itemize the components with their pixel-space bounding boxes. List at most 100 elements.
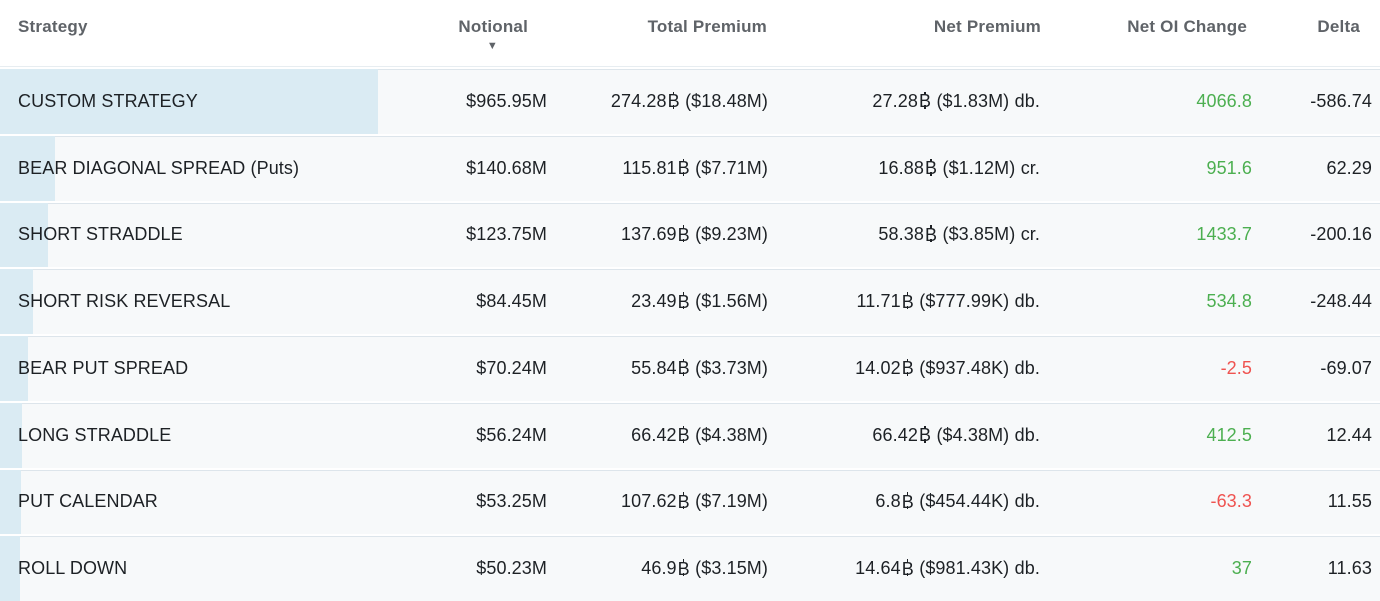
net-oi-change-value: -63.3 [1210,491,1252,512]
net-oi-change-value: 1433.7 [1196,224,1252,245]
delta-value: -69.07 [1320,357,1372,378]
btc-amount: 6.8 [875,491,901,512]
bitcoin-icon: B [677,425,690,446]
notional-value: $53.25M [476,491,547,512]
bitcoin-icon: B [677,291,690,312]
usd-amount: ($4.38M) [936,424,1010,445]
notional-bar [0,469,21,535]
total-premium-value: 107.62 B ($7.19M) [550,470,770,535]
delta-value: 62.29 [1326,157,1372,178]
usd-amount: ($454.44K) [919,491,1010,512]
table-row[interactable]: LONG STRADDLE $56.24M 66.42 B ($4.38M) 66… [0,400,1380,468]
usd-amount: ($1.56M) [695,291,768,312]
net-premium-value: 14.02 B ($937.48K) db. [770,336,1042,401]
net-oi-change-value: 951.6 [1206,157,1252,178]
btc-amount: 66.42 [872,424,918,445]
bitcoin-icon: B [924,224,938,245]
notional-value: $140.68M [466,157,547,178]
strategy-cell: BEAR DIAGONAL SPREAD (Puts) [0,135,380,201]
usd-amount: ($1.12M) [942,157,1016,178]
total-premium-value: 46.9 B ($3.15M) [550,536,770,601]
table-row[interactable]: CUSTOM STRATEGY $965.95M 274.28 B ($18.48… [0,67,1380,134]
strategy-cell: LONG STRADDLE [0,402,380,468]
table-row[interactable]: ROLL DOWN $50.23M 46.9 B ($3.15M) 14.64 B … [0,534,1380,601]
usd-amount: ($3.73M) [695,357,768,378]
notional-bar [0,536,20,601]
table-row[interactable]: SHORT STRADDLE $123.75M 137.69 B ($9.23M)… [0,200,1380,268]
delta-value: 11.63 [1327,558,1372,579]
table-header-row: Strategy Notional ▼ Total Premium Net Pr… [0,0,1380,67]
strategy-cell: PUT CALENDAR [0,469,380,535]
strategy-cell: ROLL DOWN [0,536,380,601]
column-header-label: Total Premium [647,17,767,36]
bitcoin-icon: B [677,491,690,512]
usd-amount: ($7.71M) [695,157,768,178]
net-premium-value: 27.28 B ($1.83M) db. [770,69,1042,134]
btc-amount: 274.28 [610,90,667,111]
table-row[interactable]: BEAR PUT SPREAD $70.24M 55.84 B ($3.73M) … [0,334,1380,401]
bitcoin-icon: B [677,358,690,379]
table-row[interactable]: SHORT RISK REVERSAL $84.45M 23.49 B ($1.5… [0,267,1380,334]
column-header-label: Net OI Change [1127,17,1247,36]
strategy-name: ROLL DOWN [18,558,128,579]
strategy-name: SHORT STRADDLE [18,224,183,245]
total-premium-value: 274.28 B ($18.48M) [550,69,770,134]
table-row[interactable]: PUT CALENDAR $53.25M 107.62 B ($7.19M) 6.… [0,467,1380,535]
bitcoin-icon: B [924,158,938,179]
strategy-name: PUT CALENDAR [18,491,158,512]
bitcoin-icon: B [901,558,914,579]
column-header-notional[interactable]: Notional ▼ [380,0,550,66]
net-premium-value: 58.38 B ($3.85M) cr. [770,203,1042,268]
btc-amount: 14.64 [855,558,901,579]
debit-credit-label: db. [1014,424,1040,445]
strategy-name: BEAR DIAGONAL SPREAD (Puts) [18,157,300,178]
table-row[interactable]: BEAR DIAGONAL SPREAD (Puts) $140.68M 115… [0,133,1380,201]
total-premium-value: 115.81 B ($7.71M) [550,136,770,201]
usd-amount: ($981.43K) [919,558,1010,579]
strategy-cell: CUSTOM STRATEGY [0,69,380,134]
debit-credit-label: db. [1014,90,1040,111]
total-premium-value: 55.84 B ($3.73M) [550,336,770,401]
column-header-delta[interactable]: Delta [1254,0,1380,66]
column-header-net-premium[interactable]: Net Premium [770,0,1042,66]
strategy-cell: BEAR PUT SPREAD [0,336,380,401]
btc-amount: 14.02 [855,357,901,378]
notional-bar [0,202,49,268]
usd-amount: ($3.85M) [942,224,1016,245]
notional-value: $70.24M [476,357,547,378]
net-oi-change-value: 534.8 [1206,291,1252,312]
btc-amount: 137.69 [621,224,677,245]
bitcoin-icon: B [677,224,690,245]
net-premium-value: 6.8 B ($454.44K) db. [770,470,1042,535]
btc-amount: 23.49 [631,291,677,312]
notional-bar [0,402,22,468]
notional-bar [0,69,379,134]
delta-value: -200.16 [1310,224,1372,245]
btc-amount: 27.28 [872,90,918,111]
sort-descending-icon: ▼ [486,40,498,52]
bitcoin-icon: B [918,91,932,112]
net-premium-value: 16.88 B ($1.12M) cr. [770,136,1042,201]
strategy-name: BEAR PUT SPREAD [18,357,189,378]
usd-amount: ($9.23M) [695,224,768,245]
btc-amount: 58.38 [878,224,924,245]
column-header-strategy[interactable]: Strategy [0,0,380,66]
debit-credit-label: db. [1014,491,1040,512]
usd-amount: ($777.99K) [919,291,1010,312]
delta-value: -248.44 [1310,291,1372,312]
btc-amount: 66.42 [631,424,677,445]
net-premium-value: 11.71 B ($777.99K) db. [770,269,1042,334]
total-premium-value: 23.49 B ($1.56M) [550,269,770,334]
debit-credit-label: db. [1014,558,1040,579]
delta-value: 11.55 [1327,491,1372,512]
bitcoin-icon: B [677,558,690,579]
strategy-cell: SHORT STRADDLE [0,202,380,268]
strategy-name: SHORT RISK REVERSAL [18,291,231,312]
usd-amount: ($4.38M) [695,424,768,445]
column-header-total-premium[interactable]: Total Premium [550,0,770,66]
strategy-name: CUSTOM STRATEGY [18,90,198,111]
column-header-net-oi-change[interactable]: Net OI Change [1042,0,1254,66]
total-premium-value: 137.69 B ($9.23M) [550,203,770,268]
debit-credit-label: cr. [1020,224,1040,245]
